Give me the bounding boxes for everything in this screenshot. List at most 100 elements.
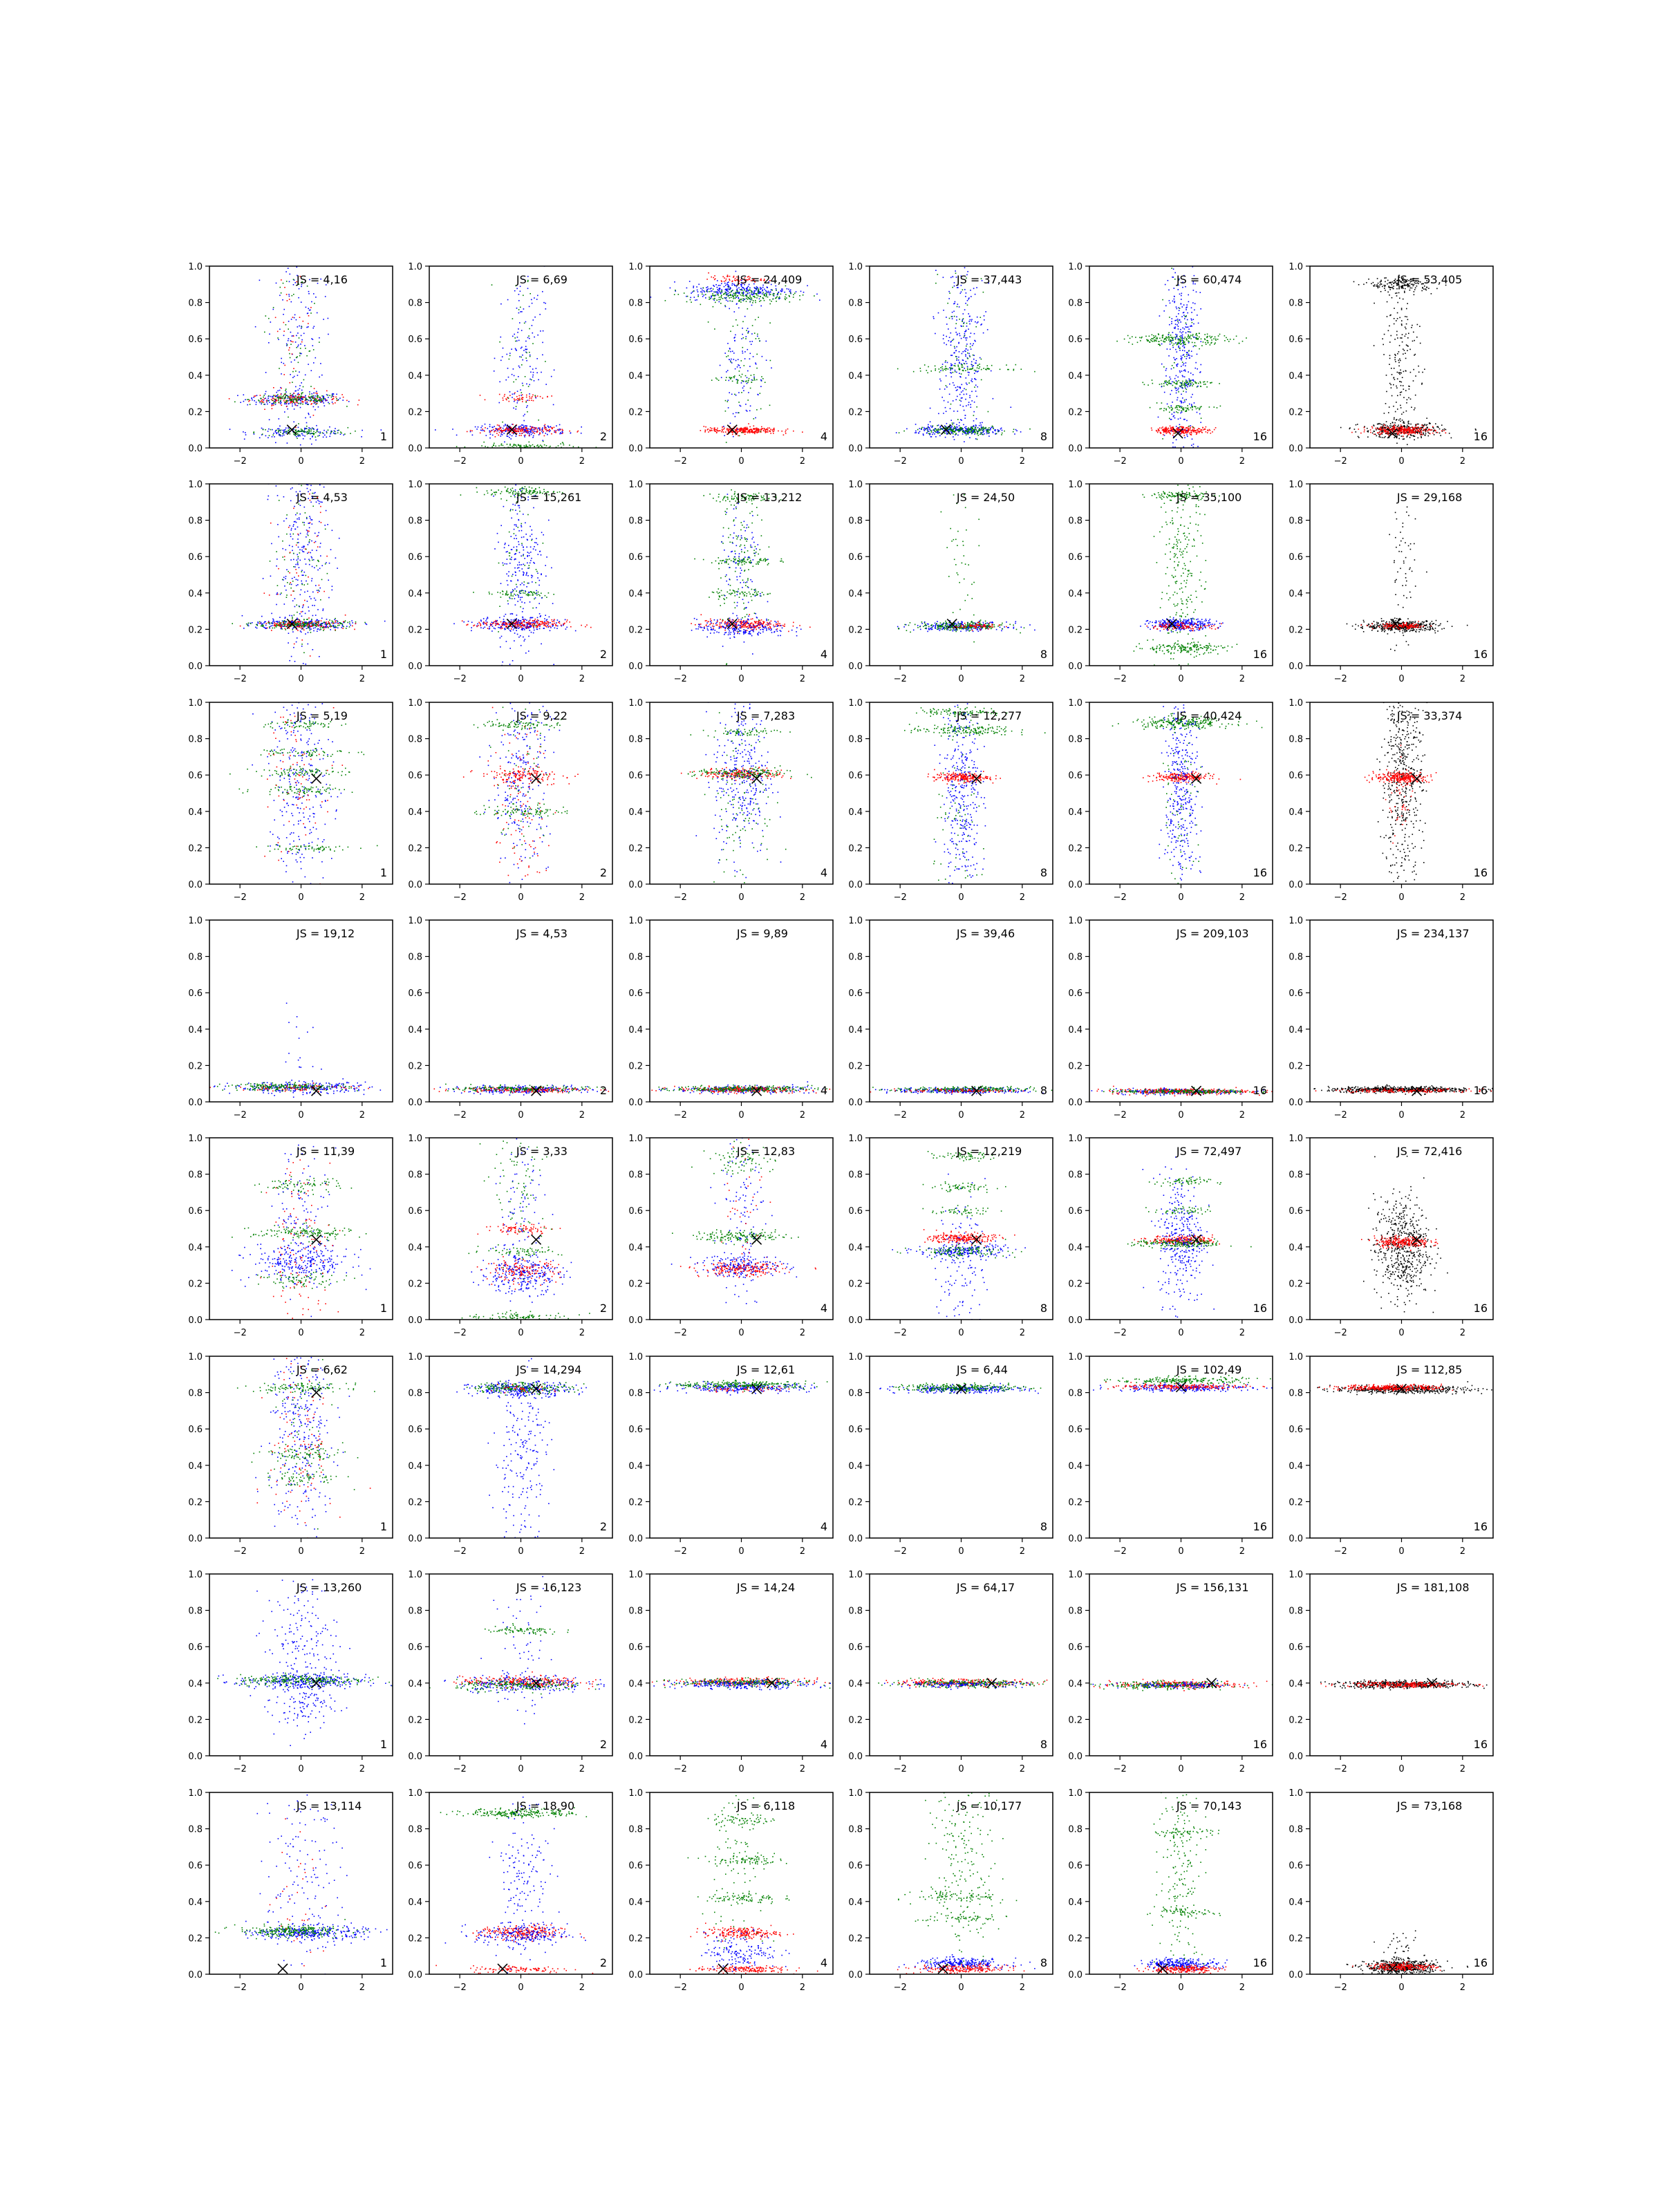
data-point — [1181, 385, 1183, 386]
data-point — [1421, 283, 1423, 285]
data-point — [965, 388, 967, 391]
data-point — [974, 373, 975, 374]
data-point — [1165, 408, 1167, 410]
data-point — [1377, 285, 1379, 287]
data-point — [749, 387, 751, 389]
data-point — [555, 432, 556, 433]
data-point — [948, 317, 950, 319]
data-point — [1188, 409, 1190, 411]
data-point — [297, 344, 299, 346]
data-point — [965, 330, 967, 332]
data-point — [498, 425, 500, 427]
data-point — [928, 427, 929, 429]
data-point — [1396, 419, 1397, 421]
data-point — [490, 430, 492, 431]
data-point — [778, 296, 780, 298]
data-point — [1390, 281, 1391, 283]
data-point — [734, 368, 736, 370]
data-point — [769, 431, 771, 433]
data-point — [741, 290, 743, 291]
data-point — [561, 433, 562, 434]
data-point — [770, 433, 771, 434]
data-point — [711, 288, 712, 289]
data-point — [1185, 382, 1188, 384]
data-point — [966, 345, 967, 347]
data-point — [946, 335, 947, 337]
data-point — [331, 399, 333, 400]
data-point — [1385, 285, 1386, 286]
data-point — [946, 368, 948, 370]
data-point — [1412, 279, 1414, 281]
data-point — [1192, 384, 1194, 385]
data-point — [932, 433, 933, 435]
data-point — [740, 299, 742, 301]
data-point — [1171, 413, 1173, 415]
data-point — [743, 295, 744, 297]
data-point — [1177, 285, 1178, 286]
data-point — [291, 401, 292, 402]
data-point — [333, 433, 335, 435]
data-point — [1421, 290, 1423, 292]
data-point — [973, 431, 975, 433]
data-point — [317, 400, 319, 402]
data-point — [934, 430, 936, 431]
data-point — [500, 444, 502, 446]
data-point — [988, 433, 990, 434]
data-point — [732, 294, 734, 297]
data-point — [683, 292, 685, 294]
data-point — [958, 351, 960, 353]
data-point — [971, 319, 973, 321]
data-point — [296, 266, 298, 268]
data-point — [312, 397, 314, 398]
data-point — [1168, 383, 1170, 384]
data-point — [1197, 322, 1199, 324]
data-point — [290, 361, 292, 363]
data-point — [292, 398, 294, 400]
data-point — [1168, 430, 1169, 431]
data-point — [738, 435, 739, 437]
data-point — [532, 319, 534, 321]
data-point — [1185, 431, 1187, 433]
data-point — [1238, 342, 1240, 344]
x-marker-icon — [940, 424, 951, 435]
data-point — [528, 435, 530, 437]
data-point — [1423, 433, 1424, 435]
data-point — [966, 357, 968, 359]
data-point — [1388, 286, 1389, 288]
data-point — [1185, 365, 1186, 366]
data-point — [292, 382, 293, 383]
data-point — [308, 326, 309, 328]
data-point — [550, 430, 551, 431]
data-point — [955, 323, 957, 324]
data-point — [1163, 431, 1165, 432]
data-point — [733, 435, 734, 438]
data-point — [308, 400, 310, 402]
data-point — [959, 393, 961, 395]
data-point — [1177, 324, 1178, 326]
data-point — [1168, 380, 1170, 382]
data-point — [753, 332, 756, 334]
data-point — [975, 429, 977, 430]
data-point — [982, 433, 983, 435]
data-point — [520, 347, 522, 349]
data-point — [302, 434, 304, 436]
data-point — [744, 280, 746, 281]
data-point — [971, 368, 973, 370]
data-point — [1187, 326, 1189, 328]
data-point — [521, 424, 523, 426]
data-point — [339, 433, 341, 435]
data-point — [949, 408, 951, 409]
data-point — [1190, 338, 1192, 339]
data-point — [1426, 424, 1428, 426]
data-point — [1199, 413, 1201, 415]
data-point — [498, 431, 500, 433]
data-point — [297, 362, 299, 364]
data-point — [1177, 319, 1179, 320]
data-point — [1190, 433, 1191, 435]
data-point — [274, 401, 276, 402]
data-point — [971, 378, 973, 380]
data-point — [1387, 429, 1389, 431]
data-point — [274, 430, 276, 431]
data-point — [310, 400, 311, 401]
